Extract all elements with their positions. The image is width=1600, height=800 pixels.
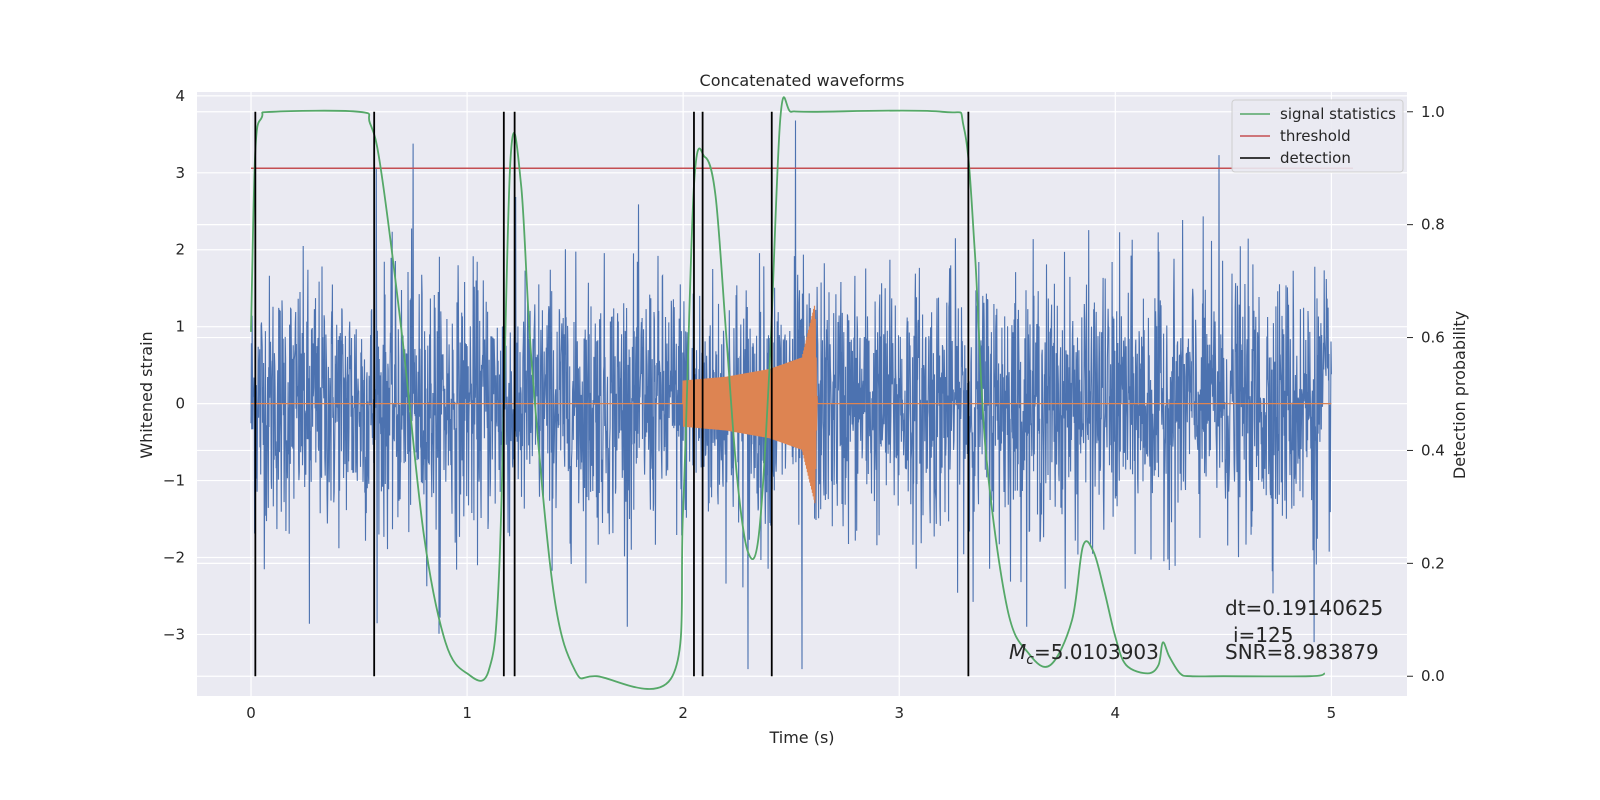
annotation-i: i=125 (1233, 623, 1294, 647)
y-tick-label: −3 (163, 625, 185, 643)
signal-statistics-series (250, 96, 1326, 690)
legend-label-signal-statistics: signal statistics (1280, 105, 1396, 123)
y2-tick-label: 0.2 (1421, 554, 1445, 572)
x-axis-ticks: 0 1 2 3 4 5 (246, 704, 1336, 722)
y-tick-label: 0 (175, 395, 185, 413)
annotation-mc-subscript: c (1026, 652, 1034, 668)
signal-statistics-line (250, 96, 1326, 690)
y2-axis-label: Detection probability (1450, 311, 1469, 479)
annotations: dt=0.19140625 i=125 SNR=8.983879 Mc=5.01… (1009, 596, 1383, 668)
injected-signal-series (251, 305, 1332, 504)
legend-box (1231, 99, 1404, 173)
legend-label-detection: detection (1280, 149, 1351, 167)
y-tick-label: −2 (163, 549, 185, 567)
annotation-mc-value: =5.0103903 (1034, 640, 1159, 664)
annotation-mc-symbol: M (1009, 640, 1026, 664)
y-tick-label: 4 (175, 87, 185, 105)
x-axis-label: Time (s) (768, 728, 834, 747)
y-axis-label: Whitened strain (137, 331, 156, 458)
legend: signal statistics threshold detection (1231, 99, 1404, 173)
y2-tick-label: 0.8 (1421, 216, 1445, 234)
y2-tick-label: 0.4 (1421, 441, 1445, 459)
x-tick-label: 1 (462, 704, 472, 722)
x-tick-label: 5 (1327, 704, 1337, 722)
annotation-dt: dt=0.19140625 (1225, 596, 1383, 620)
y-tick-label: 1 (175, 318, 185, 336)
x-tick-label: 4 (1111, 704, 1121, 722)
y-axis-ticks: −3 −2 −1 0 1 2 3 4 (163, 87, 185, 644)
legend-label-threshold: threshold (1280, 127, 1351, 145)
chart-title: Concatenated waveforms (700, 71, 905, 90)
y2-tick-label: 0.0 (1421, 667, 1445, 685)
detection-lines (254, 111, 970, 677)
y-tick-label: 2 (175, 241, 185, 259)
x-tick-label: 3 (894, 704, 904, 722)
annotation-mc: Mc=5.0103903 (1009, 640, 1159, 668)
y-tick-label: 3 (175, 164, 185, 182)
x-tick-label: 2 (678, 704, 688, 722)
x-tick-label: 0 (246, 704, 256, 722)
y2-tick-label: 1.0 (1421, 103, 1445, 121)
injected-signal-line (251, 305, 1332, 504)
y2-tick-label: 0.6 (1421, 329, 1445, 347)
y2-axis-ticks: 0.0 0.2 0.4 0.6 0.8 1.0 (1407, 103, 1445, 685)
annotation-snr: SNR=8.983879 (1225, 640, 1379, 664)
y-tick-label: −1 (163, 472, 185, 490)
